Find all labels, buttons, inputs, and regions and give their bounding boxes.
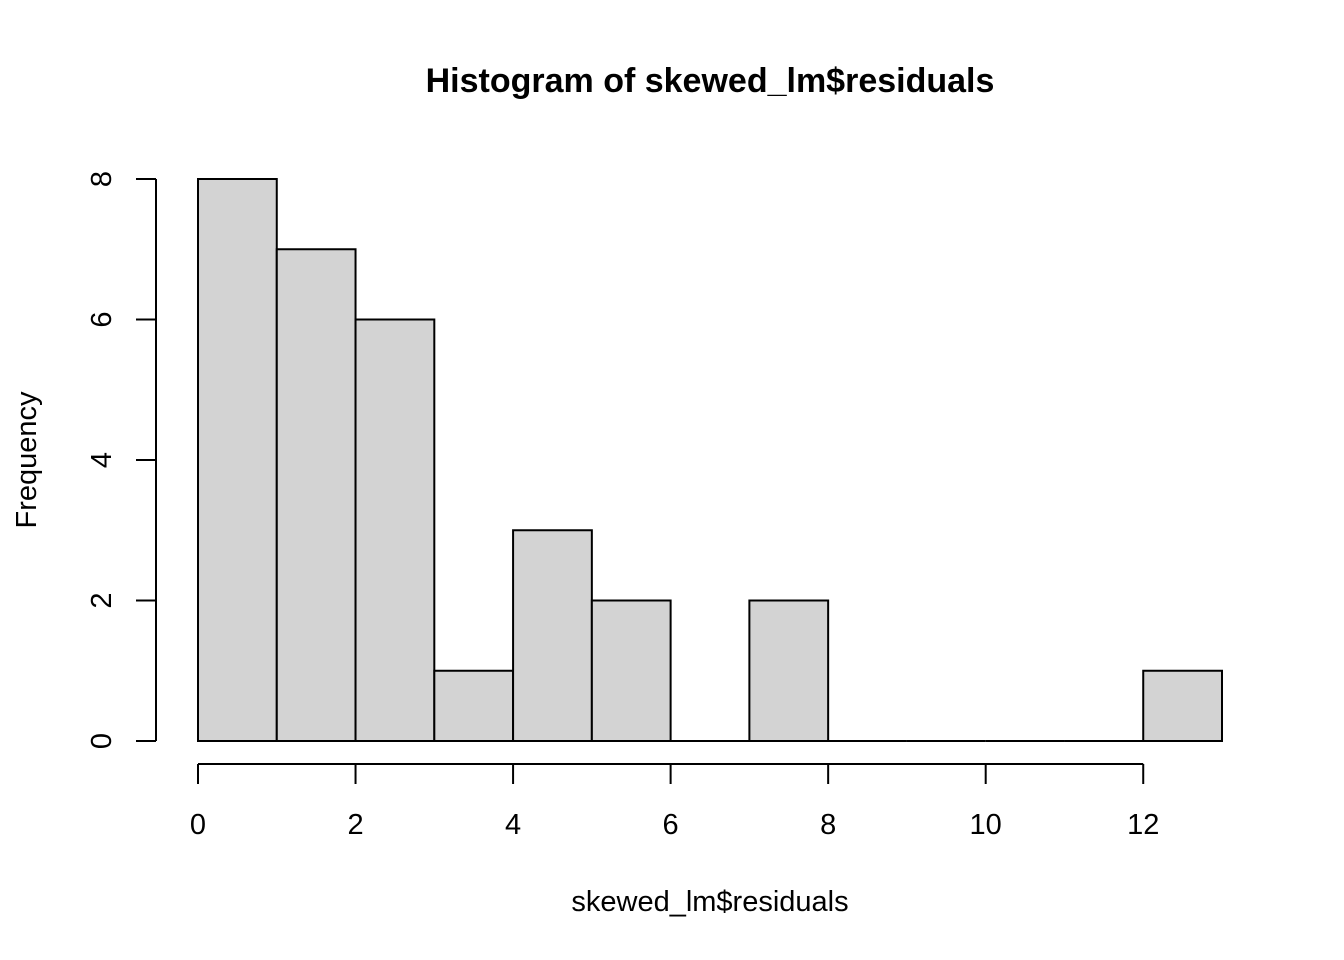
x-tick-label: 4 xyxy=(505,809,521,841)
bars-group xyxy=(197,178,1223,742)
x-tick-label: 8 xyxy=(820,809,836,841)
y-tick-label: 6 xyxy=(86,311,118,327)
histogram-bar xyxy=(748,599,830,742)
histogram-bar xyxy=(590,599,672,742)
x-tick-label: 12 xyxy=(1127,809,1159,841)
y-axis: 0 2 4 6 8 xyxy=(86,171,157,749)
x-tick-label: 2 xyxy=(347,809,363,841)
histogram-bar xyxy=(354,318,436,742)
histogram-bar xyxy=(433,669,515,742)
x-tick-label: 6 xyxy=(663,809,679,841)
y-tick-label: 8 xyxy=(86,171,118,187)
histogram-bar xyxy=(275,248,357,742)
y-tick-label: 4 xyxy=(86,452,118,468)
histogram-bar xyxy=(512,529,593,742)
x-axis: 0 2 4 6 8 10 12 xyxy=(190,763,1159,841)
y-tick-label: 0 xyxy=(86,733,118,749)
y-axis-label: Frequency xyxy=(11,391,43,529)
y-tick-label: 2 xyxy=(86,592,118,608)
x-tick-label: 0 xyxy=(190,809,206,841)
histogram-bar xyxy=(197,178,278,742)
chart-title: Histogram of skewed_lm$residuals xyxy=(426,62,995,100)
histogram-bar xyxy=(1142,669,1223,742)
x-tick-label: 10 xyxy=(970,809,1002,841)
x-axis-label: skewed_lm$residuals xyxy=(571,886,848,918)
